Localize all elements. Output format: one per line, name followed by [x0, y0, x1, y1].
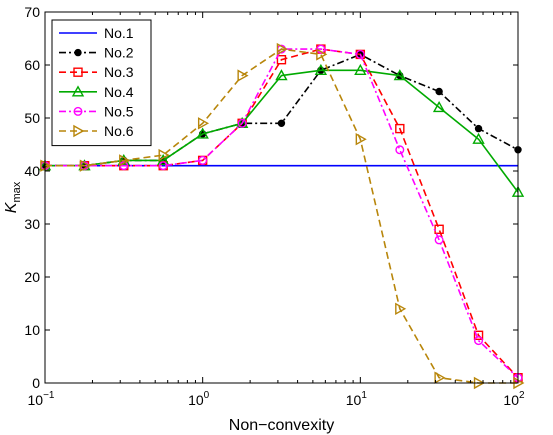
data-point [432, 100, 446, 113]
data-point [237, 69, 249, 82]
data-point [275, 69, 288, 81]
legend-item: No.1 [59, 25, 134, 41]
legend-item: No.5 [59, 103, 134, 119]
data-point [434, 235, 444, 245]
data-point [196, 127, 209, 139]
series-no6 [40, 42, 525, 390]
legend-swatch-marker [73, 106, 83, 116]
y-tick-label: 70 [24, 4, 40, 20]
data-point [158, 148, 170, 162]
y-tick-label: 40 [24, 163, 40, 179]
data-point [474, 336, 484, 346]
data-point [395, 123, 405, 134]
legend-swatch-marker [74, 48, 82, 57]
axes: 0 10 20 30 40 50 60 70 10−1 100 101 102 [24, 4, 525, 408]
legend-box [51, 19, 152, 147]
data-point [473, 330, 484, 340]
data-point [395, 302, 407, 315]
data-point [355, 49, 365, 59]
legend-swatch-marker [73, 67, 83, 77]
data-point [277, 119, 286, 128]
data-point [395, 145, 405, 155]
data-point [355, 133, 367, 146]
data-point [158, 161, 168, 171]
legend: No.1 No.2 No.3 No.4 No.5 No.6 [51, 19, 152, 147]
data-point [276, 42, 288, 56]
x-tick-label: 100 [188, 390, 210, 408]
data-point [276, 55, 287, 65]
legend-label: No.3 [104, 64, 134, 80]
plot-frame [44, 11, 519, 384]
y-tick-label: 50 [24, 110, 40, 126]
data-point [354, 63, 367, 76]
legend-label: No.5 [104, 103, 134, 119]
legend-swatch-marker [71, 85, 85, 97]
data-point [316, 48, 328, 61]
x-tick-label: 10−1 [28, 390, 55, 408]
legend-item: No.2 [59, 45, 134, 61]
data-point [198, 155, 208, 165]
legend-label: No.4 [104, 84, 134, 100]
legend-item: No.6 [59, 123, 134, 139]
data-point [79, 159, 91, 172]
data-point [197, 117, 210, 130]
data-point [474, 124, 483, 133]
y-tick-label: 30 [24, 216, 40, 232]
x-axis-label: Non−convexity [229, 417, 334, 434]
data-point [472, 132, 485, 144]
y-tick-label: 0 [32, 375, 40, 391]
legend-swatch-marker [73, 124, 85, 138]
y-axis-label: Kmax [3, 181, 23, 213]
y-tick-label: 60 [24, 57, 40, 73]
plot-marks [38, 42, 525, 390]
y-tick-label: 10 [24, 322, 40, 338]
data-point [237, 118, 247, 128]
data-point [314, 63, 328, 76]
y-axis-label-main: K [3, 201, 20, 213]
series-line [45, 48, 518, 384]
y-axis-label-subscript: max [11, 181, 23, 202]
x-tick-label: 101 [346, 390, 368, 408]
legend-item: No.3 [59, 64, 134, 80]
x-tick-label: 102 [503, 390, 525, 408]
data-point [393, 69, 407, 81]
y-tick-label: 20 [24, 269, 40, 285]
legend-item: No.4 [59, 84, 134, 100]
data-point [435, 87, 443, 96]
legend-label: No.6 [104, 123, 134, 139]
data-point [434, 371, 446, 384]
legend-label: No.2 [104, 45, 134, 61]
legend-label: No.1 [104, 25, 134, 41]
data-point [119, 154, 131, 167]
